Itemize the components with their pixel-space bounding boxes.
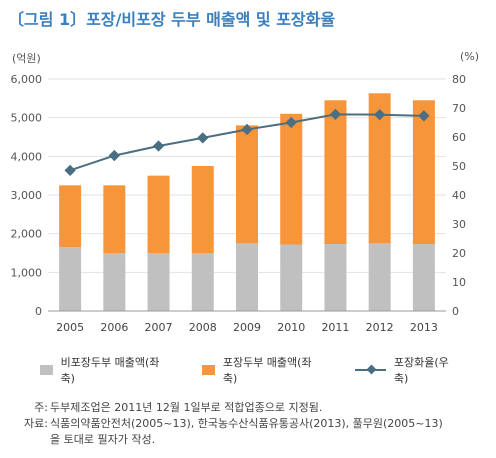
legend-swatch-packaging-rate [355,364,386,375]
point-packaging-rate [108,149,120,162]
bar-packaged [324,100,347,245]
chart-plot: 0 1,000 2,000 3,000 4,000 5,000 6,000 0 10 20 30 40… [11,73,467,334]
y-right-tick-label: 20 [452,247,466,260]
legend-label-packaged: 포장두부 매출액(좌축) [222,356,312,385]
bar-packaged [191,166,214,253]
y-right-tick-label: 30 [452,218,466,231]
x-tick-label: 2006 [100,321,128,334]
bar-unpackaged [103,253,126,311]
note-row: 주: 두부제조업은 2011년 12월 1일부로 적합업종으로 지정됨. [8,400,443,416]
point-packaging-rate [241,123,253,136]
bar-unpackaged [324,244,347,311]
bar-unpackaged [236,243,258,311]
x-tick-label: 2005 [56,321,84,334]
bar-packaged [59,185,82,248]
legend-item-packaged: 포장두부 매출액(좌축) [202,354,315,386]
note-label: 주: [34,401,48,414]
bar-unpackaged [59,247,82,311]
source-label: 자료: [24,417,48,430]
x-tick-label: 2012 [366,321,394,334]
x-tick-label: 2009 [233,321,261,334]
y-left-tick-label: 2,000 [11,228,43,241]
bar-unpackaged [280,244,303,311]
bar-unpackaged [412,244,435,311]
point-packaging-rate [152,140,165,152]
x-tick-label: 2013 [410,321,438,334]
y-right-tick-label: 80 [452,73,466,86]
chart-legend: 비포장두부 매출액(좌축) 포장두부 매출액(좌축) 포장화율(우축) [40,354,496,386]
bar-packaged [236,125,258,244]
y-right-tick-label: 60 [452,131,466,144]
note-text: 두부제조업은 2011년 12월 1일부로 적합업종으로 지정됨. [50,401,323,414]
bar-packaged [280,113,303,245]
legend-swatch-packaged [202,365,215,375]
legend-label-unpackaged: 비포장두부 매출액(좌축) [60,356,160,385]
y-left-tick-label: 5,000 [11,112,43,125]
y-left-tick-label: 6,000 [11,73,43,86]
bar-unpackaged [368,243,391,311]
x-tick-label: 2008 [189,321,217,334]
point-packaging-rate [197,132,209,144]
y-right-tick-label: 0 [452,305,459,318]
bar-packaged [368,93,391,244]
legend-item-unpackaged: 비포장두부 매출액(좌축) [40,354,162,386]
legend-item-packaging-rate: 포장화율(우축) [355,354,456,386]
right-axis-unit: (%) [460,50,480,63]
y-right-tick-label: 10 [452,276,466,289]
legend-swatch-unpackaged [40,365,53,375]
left-axis-unit: (억원) [12,52,41,65]
y-left-tick-label: 0 [35,305,42,318]
y-left-tick-label: 3,000 [11,189,43,202]
y-left-tick-label: 4,000 [11,150,43,163]
source-row: 자료: 식품의약품안전처(2005~13), 한국농수산식품유통공사(2013)… [8,416,443,432]
chart-notes: 주: 두부제조업은 2011년 12월 1일부로 적합업종으로 지정됨. 자료:… [8,400,443,448]
legend-label-packaging-rate: 포장화율(우축) [393,356,449,385]
x-tick-label: 2007 [145,321,173,334]
source-text-continued: 을 토대로 필자가 작성. [50,433,156,446]
y-left-tick-label: 1,000 [11,266,43,279]
source-label-empty [8,432,48,448]
point-packaging-rate [64,164,76,177]
y-right-tick-label: 40 [452,189,466,202]
y-right-tick-label: 70 [452,102,466,115]
source-row-continued: 을 토대로 필자가 작성. [8,432,443,448]
y-right-tick-label: 50 [452,160,466,173]
bar-unpackaged [147,253,170,311]
chart-title: 〔그림 1〕포장/비포장 두부 매출액 및 포장화율 [8,10,336,29]
bar-packaged [103,185,126,253]
bar-unpackaged [191,253,214,311]
source-text: 식품의약품안전처(2005~13), 한국농수산식품유통공사(2013), 풀무… [50,417,443,430]
x-tick-label: 2010 [277,321,305,334]
bar-packaged [147,175,170,253]
bar-packaged [412,100,435,245]
x-tick-label: 2011 [321,321,349,334]
